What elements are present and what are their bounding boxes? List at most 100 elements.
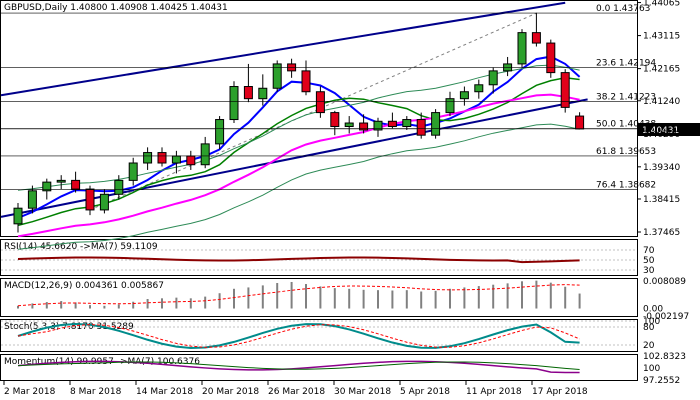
stoch-tick-label: 100 — [643, 317, 660, 327]
fib-level-label: 38.2 1.41223 — [596, 92, 656, 102]
candle-bullish — [42, 181, 52, 192]
date-tick-label: 26 Mar 2018 — [268, 387, 325, 397]
date-tick-label: 2 Mar 2018 — [4, 387, 56, 397]
candle-bullish — [459, 91, 469, 100]
candle-bearish — [387, 120, 397, 127]
rsi-tick-label: 50 — [643, 256, 655, 266]
fib-levels: 0.0 1.43763 23.6 1.42194 38.2 1.41223 50.0 … — [1, 4, 656, 191]
momentum-line — [17, 360, 580, 374]
current-price-box — [638, 123, 700, 136]
momentum-ma-line — [17, 361, 580, 370]
candle-bullish — [114, 179, 124, 195]
candle-bullish — [344, 122, 354, 127]
price-tick-label: 1.44065 — [643, 0, 680, 9]
fib-level-label: 0.0 1.43763 — [596, 4, 650, 14]
rsi-line — [17, 256, 580, 264]
ma-slow-line — [17, 93, 580, 238]
date-axis: 2 Mar 2018 8 Mar 2018 14 Mar 2018 20 Mar 20… — [3, 381, 588, 397]
price-tick-label: 1.42165 — [643, 65, 680, 75]
date-tick-label: 5 Apr 2018 — [400, 387, 450, 397]
candle-bearish — [243, 86, 253, 100]
fib-level-label: 50.0 1.40438 — [596, 120, 656, 130]
candle-bullish — [431, 112, 441, 136]
candle-bullish — [474, 84, 484, 93]
price-panel-frame — [0, 0, 638, 237]
candle-bullish — [171, 155, 181, 164]
candle-bearish — [575, 115, 585, 130]
stoch-tick-label: 80 — [643, 323, 655, 333]
candle-bullish — [200, 143, 210, 166]
upper-channel-line — [0, 1, 566, 97]
macd-tick-label: 0.008089 — [643, 277, 686, 287]
fib-level-label: 76.4 1.38682 — [596, 181, 656, 191]
lower-channel-line — [0, 98, 588, 218]
candle-bullish — [215, 119, 225, 145]
price-tick-label: 1.43115 — [643, 32, 680, 42]
price-tick-label: 1.40290 — [643, 130, 680, 140]
date-tick-label: 14 Mar 2018 — [136, 387, 193, 397]
fib-level-label: 23.6 1.42194 — [596, 59, 656, 69]
date-tick-label: 8 Mar 2018 — [70, 387, 122, 397]
candle-bearish — [330, 112, 340, 127]
candle-bullish — [27, 190, 37, 209]
stoch-k-line — [17, 323, 580, 349]
ma-mid-line — [17, 77, 580, 227]
chart-title: GBPUSD,Daily 1.40800 1.40908 1.40425 1.4… — [4, 3, 228, 13]
candle-bullish — [56, 179, 66, 183]
candle-bullish — [272, 63, 282, 89]
fib-level-label: 61.8 1.39653 — [596, 147, 656, 157]
momentum-tick-label: 100 — [643, 364, 660, 374]
date-tick-label: 30 Mar 2018 — [334, 387, 391, 397]
candles — [13, 12, 585, 233]
candle-bullish — [99, 193, 109, 211]
candle-bearish — [186, 155, 196, 166]
candle-bullish — [402, 119, 412, 127]
candle-bullish — [373, 120, 383, 131]
macd-tick-label: 0.00 — [643, 305, 663, 315]
price-overlays — [0, 1, 637, 250]
date-tick-label: 11 Apr 2018 — [466, 387, 522, 397]
stoch-tick-label: 20 — [643, 341, 655, 351]
candle-bearish — [560, 72, 570, 108]
macd-panel-frame — [0, 278, 638, 317]
momentum-tick-label: 102.8323 — [643, 352, 686, 362]
macd-panel: 0.008089 0.00-0.002197 — [17, 277, 689, 322]
ma-fast-line — [17, 55, 581, 219]
candle-bullish — [143, 152, 153, 164]
momentum-tick-label: 97.2552 — [643, 376, 680, 386]
band-upper-line — [17, 64, 580, 191]
macd-title: MACD(12,26,9) 0.004361 0.005867 — [4, 281, 164, 291]
rsi-panel-frame — [0, 239, 638, 276]
candle-bullish — [258, 87, 268, 100]
panel-frames — [0, 0, 638, 381]
fib-trend-line — [89, 12, 537, 211]
date-tick-label: 20 Mar 2018 — [202, 387, 259, 397]
candle-bullish — [229, 86, 239, 121]
current-price-label: 1.40431 — [642, 126, 679, 136]
candle-bearish — [71, 179, 81, 190]
rsi-tick-label: 70 — [643, 246, 655, 256]
price-tick-label: 1.41240 — [643, 97, 680, 107]
candle-bearish — [157, 152, 167, 164]
candle-bearish — [531, 32, 541, 44]
rsi-title: RSI(14) 45.6620 ->MA(7) 59.1109 — [4, 242, 158, 252]
price-axis: 1.44065 1.43115 1.42165 1.41240 1.40290 1.393… — [637, 0, 680, 238]
candle-bearish — [315, 91, 325, 114]
candle-bullish — [13, 207, 23, 225]
band-lower-line — [17, 123, 580, 250]
candle-bearish — [359, 122, 369, 131]
candle-bullish — [517, 32, 527, 65]
candle-bearish — [85, 188, 95, 211]
stoch-d-line — [17, 324, 580, 348]
candle-bullish — [488, 70, 498, 86]
candle-bearish — [301, 70, 311, 93]
candle-bearish — [546, 42, 556, 74]
candle-bearish — [416, 119, 426, 136]
macd-tick-label: -0.002197 — [643, 312, 689, 322]
price-tick-label: 1.39340 — [643, 163, 680, 173]
candle-bullish — [128, 162, 138, 181]
